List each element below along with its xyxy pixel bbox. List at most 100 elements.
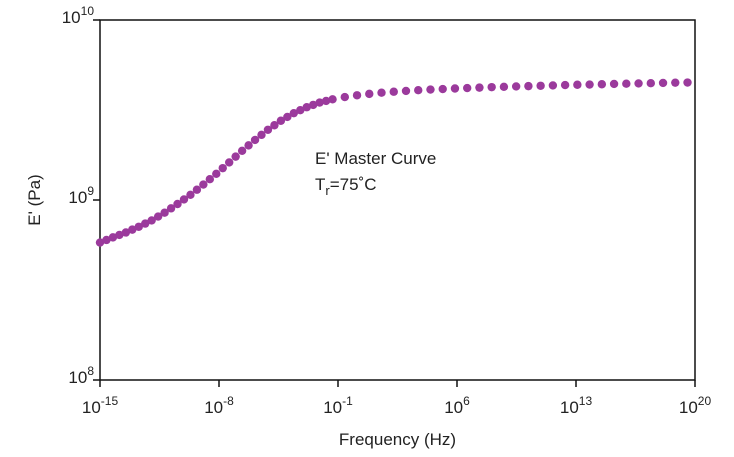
annotation-value: =75˚C <box>330 175 377 194</box>
data-point <box>192 185 202 194</box>
data-point <box>276 116 286 125</box>
y-axis-title: E' (Pa) <box>25 174 44 225</box>
y-tick-label: 109 <box>68 184 94 207</box>
data-point <box>321 96 331 106</box>
data-point <box>524 81 533 91</box>
data-point <box>511 82 521 91</box>
annotation-subscript: r <box>325 183 330 198</box>
x-tick-label: 106 <box>444 394 470 417</box>
data-point <box>173 199 182 209</box>
data-point <box>160 208 169 217</box>
x-tick-exponent: -8 <box>223 394 234 408</box>
data-point <box>585 80 594 89</box>
data-point <box>205 175 215 184</box>
data-point <box>389 87 398 96</box>
x-tick-base: 10 <box>82 398 101 417</box>
data-point <box>225 158 234 167</box>
data-point <box>671 78 680 87</box>
y-tick-base: 10 <box>62 8 81 27</box>
data-point <box>315 98 324 107</box>
x-tick-exponent: -1 <box>342 394 353 408</box>
y-tick-exponent: 10 <box>81 4 95 18</box>
data-point <box>141 219 150 228</box>
data-point <box>365 89 374 99</box>
data-point <box>283 112 292 122</box>
data-point <box>147 216 156 225</box>
x-tick-label: 10-8 <box>204 394 234 417</box>
x-axis-title: Frequency (Hz) <box>339 430 456 449</box>
data-point <box>179 195 189 204</box>
x-tick-base: 10 <box>560 398 579 417</box>
x-tick-exponent: 13 <box>579 394 593 408</box>
y-tick-exponent: 8 <box>87 364 94 378</box>
data-point <box>212 169 221 179</box>
data-point <box>289 108 298 118</box>
data-point <box>340 92 349 102</box>
data-point <box>108 233 118 242</box>
data-points <box>95 78 692 247</box>
annotation-t: T <box>315 175 325 194</box>
annotation-title: E' Master Curve <box>315 149 436 168</box>
x-tick-label: 10-15 <box>82 394 119 417</box>
data-point <box>573 80 582 89</box>
data-point <box>115 230 124 240</box>
y-tick-exponent: 9 <box>87 184 94 198</box>
data-point <box>199 180 208 189</box>
x-tick-exponent: 20 <box>698 394 712 408</box>
data-point <box>244 141 253 150</box>
data-point <box>237 146 247 156</box>
data-point <box>622 79 631 88</box>
data-point <box>231 152 240 161</box>
data-point <box>560 80 570 90</box>
y-tick-label: 1010 <box>62 4 95 27</box>
y-tick-label: 108 <box>68 364 94 387</box>
data-point <box>609 79 619 89</box>
data-point <box>377 88 386 97</box>
data-point <box>270 121 279 130</box>
x-tick-exponent: 6 <box>463 394 470 408</box>
data-point <box>450 84 460 93</box>
data-point <box>302 103 311 112</box>
x-axis-ticks: 10-15 10-8 10-1 106 1013 1020 <box>82 380 712 417</box>
x-tick-base: 10 <box>679 398 698 417</box>
data-point <box>128 225 137 234</box>
data-point <box>438 84 447 94</box>
data-point <box>683 78 692 87</box>
data-point <box>166 204 176 213</box>
data-point <box>499 82 509 92</box>
data-point <box>463 83 472 93</box>
data-point <box>328 95 337 104</box>
x-tick-exponent: -15 <box>101 394 119 408</box>
data-point <box>634 79 643 88</box>
x-tick-label: 1020 <box>679 394 712 417</box>
plot-frame <box>99 19 696 381</box>
x-tick-label: 1013 <box>560 394 593 417</box>
data-point <box>186 190 195 200</box>
x-tick-base: 10 <box>323 398 342 417</box>
data-point <box>548 81 558 90</box>
data-point <box>218 163 227 173</box>
data-point <box>597 80 607 89</box>
data-point <box>658 78 668 88</box>
data-point <box>263 125 273 134</box>
data-point <box>102 235 111 245</box>
x-tick-base: 10 <box>444 398 463 417</box>
data-point <box>134 222 143 231</box>
y-tick-base: 10 <box>68 368 87 387</box>
data-point <box>536 81 545 90</box>
data-point <box>121 228 131 237</box>
data-point <box>401 86 411 96</box>
data-point <box>487 82 496 92</box>
data-point <box>308 100 318 110</box>
data-point <box>646 78 655 88</box>
y-tick-base: 10 <box>68 188 87 207</box>
data-point <box>475 83 484 92</box>
data-point <box>352 91 362 100</box>
data-point <box>95 238 105 247</box>
x-tick-base: 10 <box>204 398 223 417</box>
data-point <box>257 130 266 140</box>
data-point <box>153 212 163 221</box>
x-tick-label: 10-1 <box>323 394 353 417</box>
